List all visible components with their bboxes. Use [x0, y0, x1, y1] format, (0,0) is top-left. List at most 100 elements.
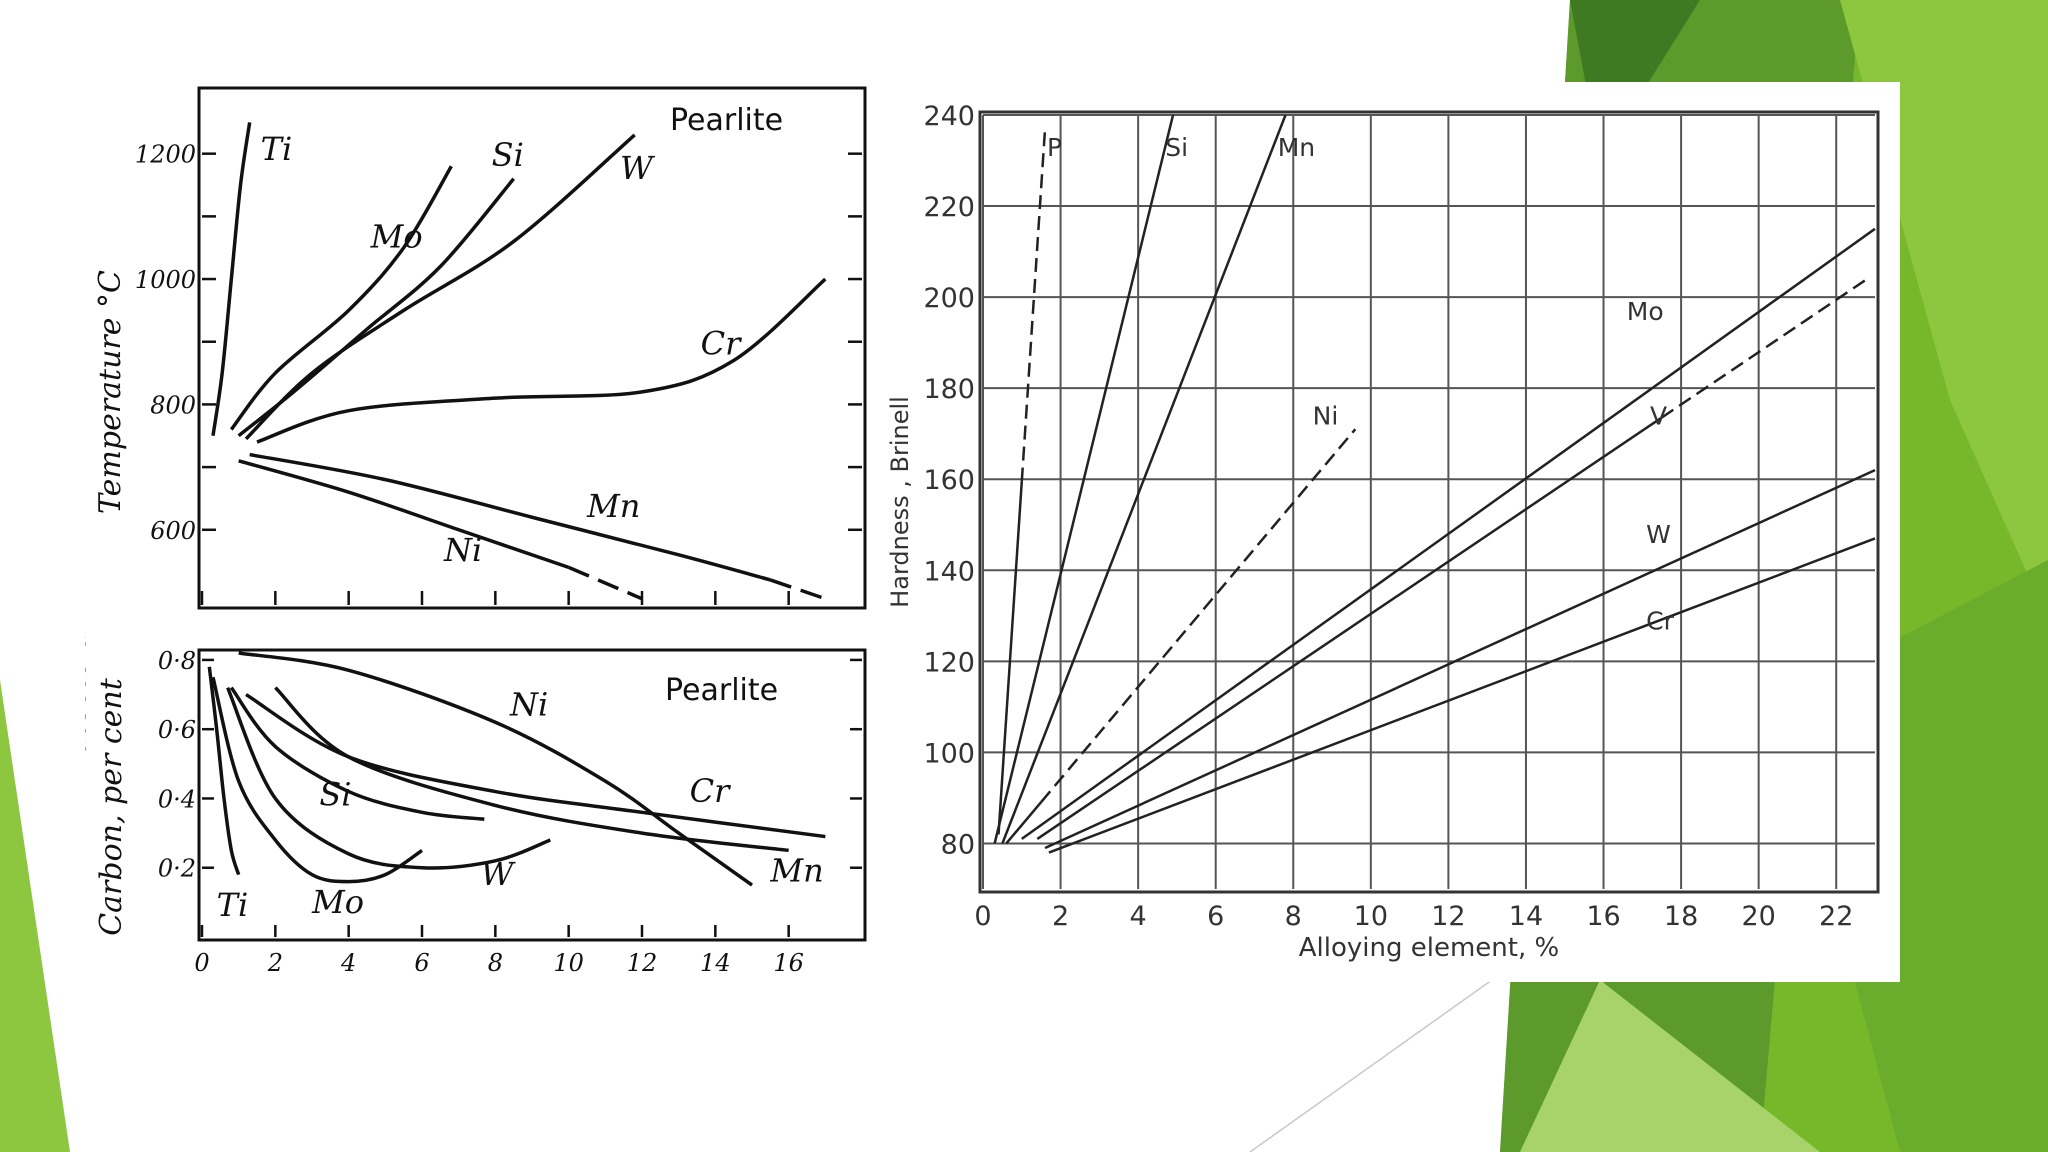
hardness-chart-xtick-labels: 0 2 4 6 8 10 12 14 16 18 20 22: [974, 901, 1853, 932]
series-line-si: [993, 114, 1175, 844]
ytick-label: 1000: [135, 266, 196, 294]
ytick-label: 80: [941, 829, 975, 860]
top-chart-series-labels: Ti Mo Si W Cr Mn Ni: [261, 130, 742, 569]
decorative-line: [1249, 959, 1521, 1152]
ytick-label: 100: [923, 738, 975, 769]
xtick-label: 4: [340, 949, 356, 972]
ytick-label: 0·8: [158, 647, 196, 675]
series-label-mn: Mn: [1278, 133, 1315, 162]
series-line-cr: [256, 277, 827, 444]
xtick-label: 6: [414, 949, 429, 972]
series-line-mo: [1021, 227, 1876, 840]
series-line-ni: [238, 651, 754, 887]
series-label-si: Si: [492, 136, 524, 174]
ytick-label: 200: [923, 283, 975, 314]
green-facet-left: [0, 680, 70, 1152]
series-line-v: [1036, 416, 1663, 840]
hardness-chart-series-labels: P Si Mn Ni Mo V W Cr: [1047, 133, 1675, 636]
series-dashed-ni: [1040, 428, 1357, 803]
series-label-mo: Mo: [370, 218, 423, 256]
top-chart-ticks: [200, 152, 862, 605]
xtick-label: 12: [1431, 901, 1465, 932]
hardness-chart-svg: 80 100 120 140 160 180 200 220 240 0 2 4 6 8 10 12 14 16…: [886, 101, 1880, 963]
series-line-mo: [211, 676, 423, 884]
series-dashed-tail-ni: [567, 565, 643, 601]
series-label-w: W: [1646, 520, 1671, 549]
series-label-mo: Mo: [311, 883, 364, 921]
xtick-label: 16: [1586, 901, 1620, 932]
xtick-label: 20: [1741, 901, 1775, 932]
series-label-p: P: [1047, 133, 1062, 162]
series-line-mn: [249, 452, 771, 582]
ytick-label: 0·2: [158, 855, 196, 883]
series-line-cr: [245, 693, 826, 839]
series-label-mn: Mn: [769, 852, 823, 890]
top-chart-frame: [197, 86, 867, 610]
xtick-label: 4: [1130, 901, 1147, 932]
xtick-label: 8: [1285, 901, 1302, 932]
series-label-cr: Cr: [701, 324, 742, 362]
series-label-w: W: [620, 149, 656, 187]
top-chart-annotation: Pearlite: [670, 103, 783, 138]
series-line-si: [229, 686, 485, 821]
hardness-chart-lines: [993, 114, 1876, 854]
series-line-cr: [1048, 537, 1876, 854]
ytick-label: 140: [923, 556, 975, 587]
bottom-chart-ytick-labels: 0·2 0·4 0·6 0·8: [158, 647, 196, 883]
series-line-mo: [229, 165, 453, 431]
xtick-label: 8: [488, 949, 503, 972]
ytick-label: 0·4: [158, 785, 196, 813]
series-label-cr: Cr: [1646, 606, 1674, 635]
series-line-w: [244, 133, 636, 441]
ytick-label: 1200: [135, 141, 196, 169]
left-charts-svg: 600 800 1000 1200 Pearlite Temperature °C T…: [58, 86, 867, 977]
ytick-label: 0·6: [158, 716, 196, 744]
bottom-chart-lines: [207, 651, 826, 887]
hardness-chart-frame: [978, 110, 1880, 894]
hardness-chart-grid: [982, 114, 1875, 889]
top-chart-ytick-labels: 600 800 1000 1200: [135, 141, 196, 545]
xtick-label: 6: [1207, 901, 1224, 932]
series-label-si: Si: [319, 775, 351, 813]
series-label-mo: Mo: [1627, 297, 1664, 326]
series-line-ti: [207, 666, 241, 876]
series-dashed-p: [1020, 128, 1047, 482]
series-line-ni: [238, 459, 570, 570]
series-label-ni: Ni: [1313, 402, 1339, 431]
xtick-label: 10: [1354, 901, 1388, 932]
bottom-chart-ylabel-line1: Eutectoid: [85, 631, 93, 779]
series-label-ti: Ti: [217, 886, 249, 924]
right-chart-panel: 80 100 120 140 160 180 200 220 240 0 2 4 6 8 10 12 14 16…: [884, 82, 1900, 982]
ytick-label: 800: [150, 391, 196, 419]
left-chart-panel: 600 800 1000 1200 Pearlite Temperature °C T…: [58, 72, 885, 977]
series-label-w: W: [481, 855, 517, 893]
series-label-si: Si: [1165, 133, 1188, 162]
top-chart-ylabel: Temperature °C: [93, 270, 128, 514]
xtick-label: 2: [267, 949, 283, 972]
xtick-label: 2: [1052, 901, 1069, 932]
ytick-label: 180: [923, 374, 975, 405]
xtick-label: 0: [974, 901, 991, 932]
ytick-label: 220: [923, 192, 975, 223]
series-label-ti: Ti: [261, 130, 293, 168]
series-line-w: [1044, 468, 1876, 850]
series-line-mn: [274, 686, 789, 853]
ytick-label: 240: [923, 101, 975, 132]
ytick-label: 120: [923, 647, 975, 678]
xtick-label: 14: [1509, 901, 1543, 932]
series-label-mn: Mn: [586, 487, 640, 525]
xtick-label: 22: [1819, 901, 1853, 932]
series-label-v: V: [1650, 402, 1667, 431]
series-line-p: [997, 481, 1024, 835]
xtick-label: 18: [1664, 901, 1698, 932]
xtick-label: 0: [194, 949, 209, 972]
series-line-w: [226, 686, 551, 870]
bottom-chart-frame: [197, 648, 867, 942]
series-label-ni: Ni: [509, 685, 548, 723]
hardness-chart-ylabel: Hardness , Brinell: [886, 396, 914, 608]
xtick-label: 10: [553, 949, 584, 972]
bottom-chart-ylabel-line2: Carbon, per cent: [94, 677, 129, 936]
hardness-chart-xlabel: Alloying element, %: [1299, 933, 1559, 963]
series-label-ni: Ni: [443, 531, 482, 569]
top-chart-lines: [211, 122, 827, 601]
